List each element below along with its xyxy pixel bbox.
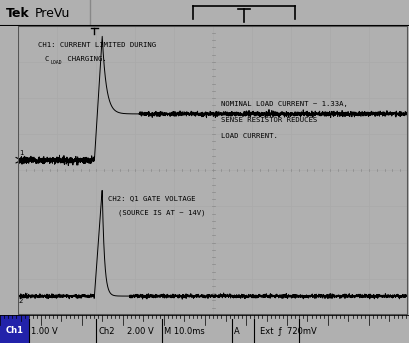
Text: 1.00 V: 1.00 V xyxy=(31,327,57,336)
Text: Ext  ƒ  720mV: Ext ƒ 720mV xyxy=(260,327,316,336)
Text: M 10.0ms: M 10.0ms xyxy=(164,327,204,336)
Text: CH1: CURRENT LIMITED DURING: CH1: CURRENT LIMITED DURING xyxy=(38,42,156,48)
Text: (SOURCE IS AT ~ 14V): (SOURCE IS AT ~ 14V) xyxy=(117,209,205,216)
Bar xyxy=(0,315,29,343)
Text: A: A xyxy=(233,327,239,336)
Text: 2.00 V: 2.00 V xyxy=(127,327,153,336)
Text: CH2: Q1 GATE VOLTAGE: CH2: Q1 GATE VOLTAGE xyxy=(108,195,195,201)
Text: SENSE RESISTOR REDUCES: SENSE RESISTOR REDUCES xyxy=(220,117,317,123)
Text: CHARGING.: CHARGING. xyxy=(63,56,107,62)
Text: Ch2: Ch2 xyxy=(98,327,115,336)
Text: LOAD CURRENT.: LOAD CURRENT. xyxy=(220,133,277,139)
Text: PreVu: PreVu xyxy=(35,7,70,20)
Text: C: C xyxy=(45,56,49,62)
Text: LOAD: LOAD xyxy=(51,60,62,65)
Text: 1: 1 xyxy=(19,150,23,156)
Text: 2: 2 xyxy=(19,297,23,304)
Text: NOMINAL LOAD CURRENT ~ 1.33A,: NOMINAL LOAD CURRENT ~ 1.33A, xyxy=(220,101,347,107)
Text: Tek: Tek xyxy=(6,7,30,20)
Text: Ch1: Ch1 xyxy=(5,326,23,335)
